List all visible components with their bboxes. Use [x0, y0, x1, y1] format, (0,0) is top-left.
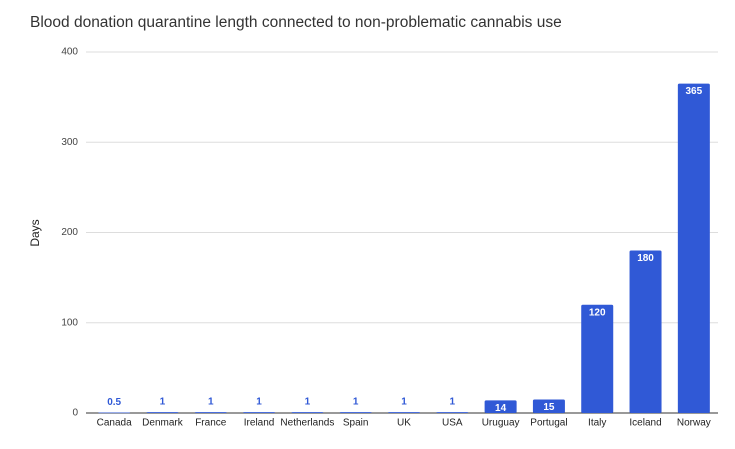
y-axis-label: Days — [28, 219, 42, 246]
data-label: 365 — [686, 86, 703, 97]
bar — [194, 412, 227, 413]
y-tick-label: 100 — [61, 317, 78, 328]
y-tick-label: 300 — [61, 137, 78, 148]
x-tick-label: France — [195, 418, 227, 429]
chart-title: Blood donation quarantine length connect… — [30, 14, 562, 31]
x-tick-label: Denmark — [142, 418, 184, 429]
bar — [339, 412, 372, 413]
y-tick-label: 200 — [61, 227, 78, 238]
data-label: 120 — [589, 307, 606, 318]
x-tick-label: Iceland — [629, 418, 661, 429]
x-tick-label: Netherlands — [280, 418, 334, 429]
bar — [436, 412, 469, 413]
x-tick-label: Portugal — [530, 418, 567, 429]
bar — [388, 412, 420, 413]
data-label: 180 — [637, 253, 654, 264]
bar — [291, 412, 324, 413]
data-label: 0.5 — [107, 397, 121, 408]
bar — [629, 250, 662, 413]
x-tick-label: Uruguay — [482, 418, 520, 429]
data-label: 1 — [450, 397, 456, 408]
y-tick-label: 400 — [61, 47, 78, 58]
x-tick-label: USA — [442, 418, 463, 429]
bar — [532, 399, 565, 413]
bar — [581, 304, 614, 413]
data-label: 14 — [495, 403, 507, 414]
x-tick-label: Italy — [588, 418, 606, 429]
x-tick-label: UK — [397, 418, 411, 429]
data-label: 15 — [543, 402, 555, 413]
x-tick-label: Spain — [343, 418, 369, 429]
bar — [484, 400, 517, 413]
data-label: 1 — [305, 397, 311, 408]
data-label: 1 — [256, 397, 262, 408]
x-tick-label: Canada — [97, 418, 132, 429]
data-label: 1 — [160, 397, 166, 408]
data-label: 1 — [353, 397, 359, 408]
x-tick-label: Norway — [677, 418, 711, 429]
bar — [98, 412, 131, 414]
data-label: 1 — [208, 397, 214, 408]
bar — [243, 412, 276, 413]
y-tick-label: 0 — [72, 408, 78, 419]
bar — [677, 83, 710, 414]
x-tick-label: Ireland — [244, 418, 275, 429]
bar — [146, 412, 179, 413]
data-label: 1 — [401, 397, 407, 408]
